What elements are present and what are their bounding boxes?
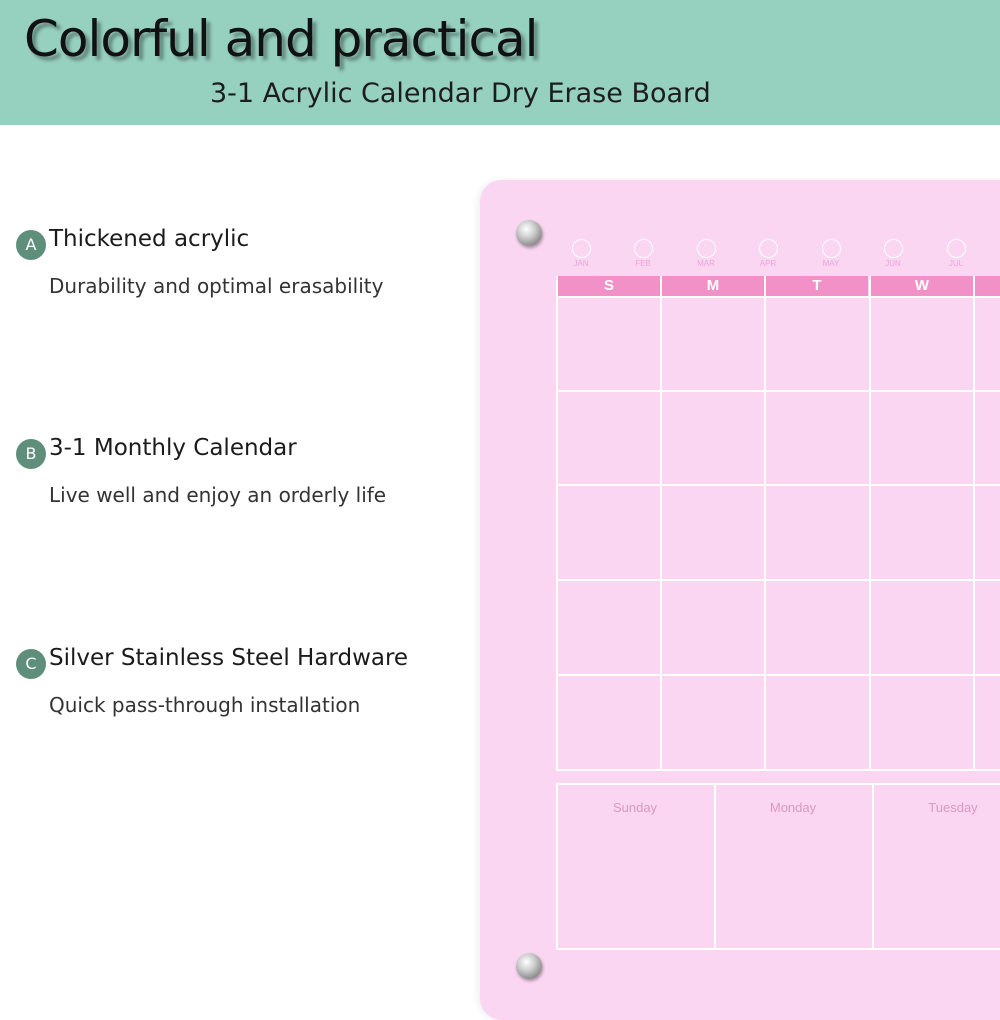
month-circle-icon [696,239,716,258]
weekday-sunday: Sunday [612,800,658,815]
grid-line [556,484,1000,486]
feature-heading: Silver Stainless Steel Hardware [49,645,409,671]
month-jun[interactable]: JUN [873,239,913,268]
month-label: FEB [635,259,651,268]
feature-description: Durability and optimal erasability [49,274,384,298]
day-header-t: T [766,276,868,296]
page-subtitle: 3-1 Acrylic Calendar Dry Erase Board [210,78,711,109]
feature-heading: Thickened acrylic [49,226,250,252]
grid-line [556,783,558,950]
feature-badge: B [16,439,46,469]
grid-line [556,948,1000,950]
month-label: APR [759,259,777,268]
day-header-m: M [662,276,764,296]
grid-line [556,276,558,771]
month-label: MAY [822,259,840,268]
feature-description: Live well and enjoy an orderly life [49,483,387,507]
screw-icon [516,953,542,979]
month-circle-icon [883,239,903,258]
grid-line [556,390,1000,392]
grid-line [764,276,766,771]
grid-line [872,783,874,950]
month-circle-icon [758,239,778,258]
month-label: JAN [573,259,589,268]
feature-heading: 3-1 Monthly Calendar [49,435,297,461]
grid-line [660,276,662,771]
weekday-tuesday: Tuesday [928,800,978,815]
grid-line [714,783,716,950]
weekday-monday: Monday [769,800,817,815]
grid-line [556,674,1000,676]
month-jan[interactable]: JAN [561,239,601,268]
month-circle-icon [946,239,966,258]
grid-line [869,276,871,771]
month-label: MAR [697,259,715,268]
month-label: JUN [885,259,901,268]
calendar-board: JAN FEB MAR APR MAY JUN JUL S M T W [480,180,1000,1020]
page-title: Colorful and practical [24,10,539,68]
grid-line [556,579,1000,581]
feature-badge: A [16,230,46,260]
day-header-partial [975,276,1000,296]
header-banner: Colorful and practical 3-1 Acrylic Calen… [0,0,1000,125]
month-mar[interactable]: MAR [686,239,726,268]
feature-badge: C [16,649,46,679]
grid-line [973,276,975,771]
month-circle-icon [633,239,653,258]
day-header-s: S [558,276,660,296]
month-label: JUL [948,259,964,268]
day-header-w: W [871,276,973,296]
month-circle-icon [821,239,841,258]
feature-description: Quick pass-through installation [49,693,361,717]
screw-icon [516,220,542,246]
month-apr[interactable]: APR [748,239,788,268]
grid-line [556,296,1000,298]
grid-line [556,769,1000,771]
grid-line [556,783,1000,785]
month-feb[interactable]: FEB [623,239,663,268]
month-may[interactable]: MAY [811,239,851,268]
month-jul[interactable]: JUL [936,239,976,268]
month-circle-icon [571,239,591,258]
